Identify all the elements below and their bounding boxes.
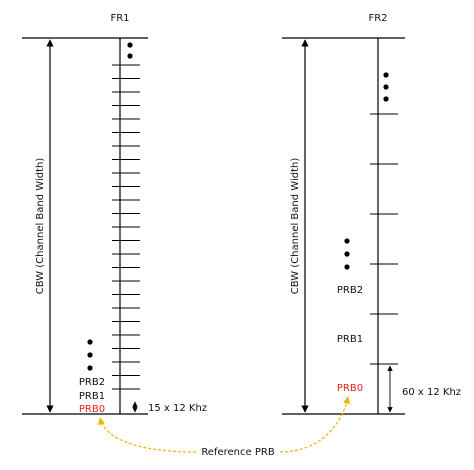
prb-label: PRB2 [79,377,105,388]
dot [383,72,389,78]
reference-label: Reference PRB [201,447,275,458]
dot [127,42,133,48]
dot [127,53,133,59]
dot [344,238,350,244]
spacing-label: 60 x 12 Khz [402,387,461,398]
prb-label: PRB2 [337,285,363,296]
prb-ticks [112,64,140,390]
dot [383,96,389,102]
fr2-panel: FR2 CBW (Channel Band Width) PRB2 PRB1 P… [282,13,461,415]
panel-title: FR1 [110,13,129,24]
prb-label: PRB0 [337,383,363,394]
prb-ticks [370,113,398,365]
dot [87,365,93,371]
cbw-label: CBW (Channel Band Width) [290,158,301,295]
dot [344,251,350,257]
reference-arrow [279,396,351,453]
spacing-label: 15 x 12 Khz [148,403,207,414]
panel-title: FR2 [368,13,387,24]
dot [344,264,350,270]
cbw-label: CBW (Channel Band Width) [35,158,46,295]
dot [383,84,389,90]
prb-label: PRB1 [79,391,105,402]
dot [87,352,93,358]
dot [87,339,93,345]
prb-label: PRB1 [337,334,363,345]
reference-arrow [97,417,197,453]
fr1-panel: FR1 CBW (Channel Band Width) PRB2 PRB1 P… [22,13,207,415]
prb-label: PRB0 [79,404,105,415]
